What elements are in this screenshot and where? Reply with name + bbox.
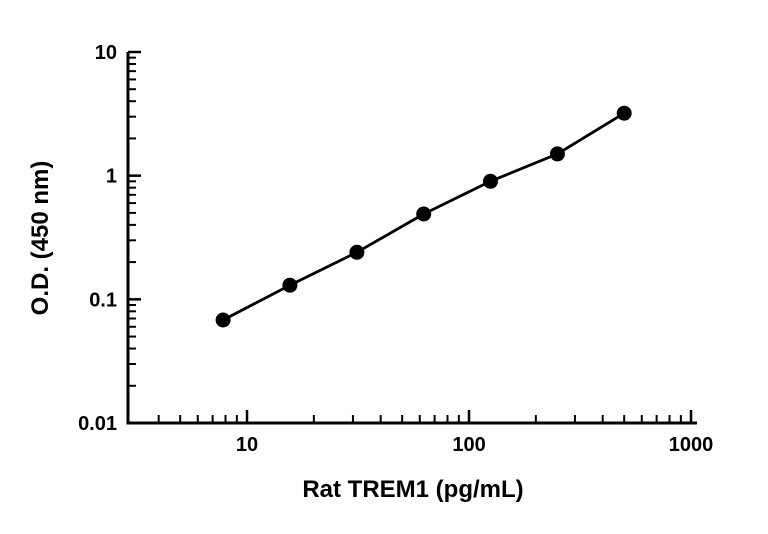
data-point — [483, 173, 498, 189]
data-point — [416, 206, 432, 222]
y-tick-label: 0.1 — [89, 289, 117, 311]
data-point — [616, 105, 632, 121]
y-axis-title: O.D. (450 nm) — [27, 161, 54, 316]
data-point — [349, 244, 365, 260]
x-tick-label: 1000 — [669, 434, 714, 456]
plot-area: 10 100 1000 0.01 0.1 1 10 — [78, 42, 713, 456]
y-tick-label: 10 — [95, 42, 117, 64]
x-tick-label: 100 — [452, 434, 485, 456]
x-axis-title: Rat TREM1 (pg/mL) — [302, 476, 523, 503]
y-tick-label: 0.01 — [78, 413, 117, 435]
x-tick-label: 10 — [236, 434, 258, 456]
data-point — [282, 277, 298, 293]
y-tick-label: 1 — [106, 166, 117, 188]
data-point — [215, 312, 231, 328]
data-point — [549, 146, 565, 162]
